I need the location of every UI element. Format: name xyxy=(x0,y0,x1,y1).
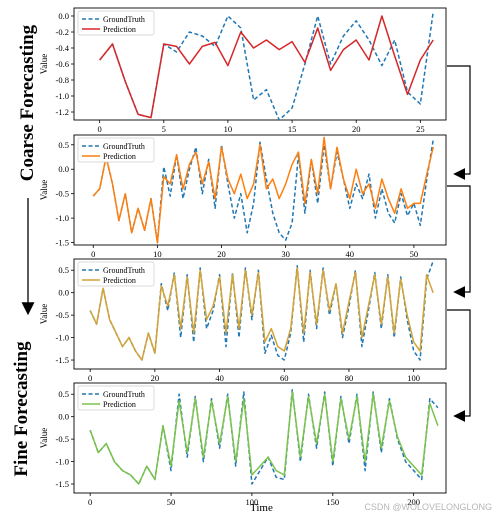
y-tick-label: 0.5 xyxy=(58,389,69,399)
chart-panel-4: 0 50 100 150 200 0.5 0.0 -0.5 -1.0 -1.5 Value Groun… xyxy=(39,382,447,507)
x-tick-label: 50 xyxy=(167,497,176,507)
y-tick-label: 0.5 xyxy=(58,140,69,150)
y-axis-label: Value xyxy=(39,54,49,75)
y-tick-label: 0.5 xyxy=(58,265,69,275)
y-tick-label: -0.2 xyxy=(56,27,69,37)
legend-label: Prediction xyxy=(103,25,136,34)
x-tick-label: 40 xyxy=(215,373,224,383)
legend-label: Prediction xyxy=(103,276,136,285)
fine-forecasting-label: Fine Forecasting xyxy=(11,341,32,477)
legend-label: GroundTruth xyxy=(103,15,145,24)
x-tick-label: 0 xyxy=(98,124,102,134)
y-tick-label: -0.5 xyxy=(56,310,69,320)
x-tick-label: 50 xyxy=(410,249,419,259)
x-tick-label: 150 xyxy=(326,497,339,507)
series-group xyxy=(99,11,434,120)
x-tick-label: 10 xyxy=(224,124,233,134)
x-tick-label: 100 xyxy=(246,497,259,507)
x-tick-label: 20 xyxy=(151,373,160,383)
legend-label: GroundTruth xyxy=(103,142,145,151)
x-tick-label: 15 xyxy=(288,124,297,134)
y-tick-label: -1.5 xyxy=(56,238,69,248)
chart-panel-1: 0 5 10 15 20 25 0.0 -0.2 -0.4 -0.6 -0.8 -1.0 -1.2 Val… xyxy=(39,7,447,134)
series-line-prediction xyxy=(89,391,439,485)
chart-panel-2: 0 10 20 30 40 50 0.5 0.0 -0.5 -1.0 -1.5 Value Ground… xyxy=(39,134,447,259)
x-tick-label: 60 xyxy=(280,373,289,383)
series-line-prediction xyxy=(92,136,434,244)
legend-label: GroundTruth xyxy=(103,390,145,399)
x-axis-label-time: Time xyxy=(250,502,273,514)
y-tick-label: -0.5 xyxy=(56,189,69,199)
y-tick-label: -1.5 xyxy=(56,479,69,489)
y-tick-label: -1.0 xyxy=(56,213,69,223)
x-tick-label: 0 xyxy=(88,497,92,507)
x-tick-label: 25 xyxy=(416,124,425,134)
y-tick-label: -0.8 xyxy=(56,75,69,85)
watermark: CSDN @WOLOVELONGLONG xyxy=(364,502,492,512)
y-tick-label: 0.0 xyxy=(58,412,69,422)
x-tick-label: 20 xyxy=(217,249,226,259)
coarse-forecasting-label: Coarse Forecasting xyxy=(17,24,38,182)
legend-label: Prediction xyxy=(103,152,136,161)
x-tick-label: 10 xyxy=(153,249,162,259)
y-axis-label: Value xyxy=(39,304,49,325)
y-tick-label: -0.5 xyxy=(56,434,69,444)
series-line-prediction xyxy=(99,15,434,119)
y-tick-label: -1.2 xyxy=(56,107,69,117)
x-tick-label: 0 xyxy=(88,373,92,383)
x-tick-label: 200 xyxy=(407,497,420,507)
connector-arrow-2 xyxy=(447,185,471,298)
y-tick-label: -0.4 xyxy=(56,43,70,53)
y-tick-label: 0.0 xyxy=(58,11,69,21)
connector-arrow-3 xyxy=(447,309,471,422)
chart-panel-3: 0 20 40 60 80 100 0.5 0.0 -0.5 -1.0 -1.5 Value Groun… xyxy=(39,258,447,383)
y-tick-label: -1.0 xyxy=(56,333,69,343)
x-tick-label: 0 xyxy=(91,249,95,259)
series-group xyxy=(92,136,434,244)
y-tick-label: -1.0 xyxy=(56,91,69,101)
y-axis-label: Value xyxy=(39,180,49,201)
x-tick-label: 5 xyxy=(162,124,166,134)
x-tick-label: 80 xyxy=(345,373,354,383)
series-line-prediction xyxy=(89,267,434,361)
connector-arrow-1 xyxy=(447,65,471,180)
x-tick-label: 20 xyxy=(352,124,361,134)
x-tick-label: 40 xyxy=(346,249,355,259)
x-tick-label: 30 xyxy=(281,249,290,259)
series-group xyxy=(89,388,439,485)
y-tick-label: 0.0 xyxy=(58,164,69,174)
legend-label: GroundTruth xyxy=(103,266,145,275)
y-tick-label: 0.0 xyxy=(58,288,69,298)
y-axis-label: Value xyxy=(39,428,49,449)
x-tick-label: 100 xyxy=(407,373,420,383)
y-tick-label: -0.6 xyxy=(56,59,69,69)
series-group xyxy=(89,260,434,361)
y-tick-label: -1.5 xyxy=(56,355,69,365)
y-tick-label: -1.0 xyxy=(56,457,69,467)
panels-group: 0 5 10 15 20 25 0.0 -0.2 -0.4 -0.6 -0.8 -1.0 -1.2 Val… xyxy=(39,7,447,507)
connector-arrows xyxy=(21,65,471,422)
legend-label: Prediction xyxy=(103,400,136,409)
